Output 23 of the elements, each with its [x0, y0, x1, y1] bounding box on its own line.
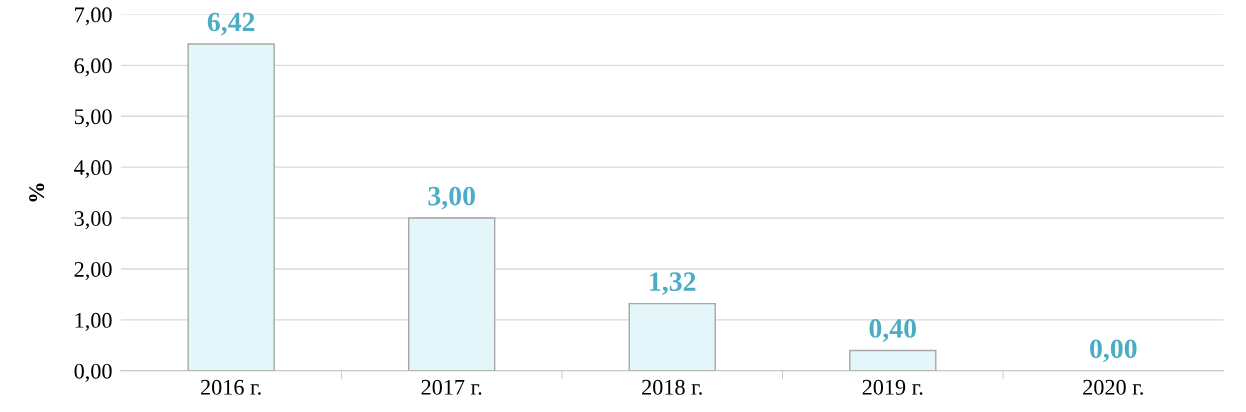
x-tick-label: 2019 г.	[862, 379, 923, 395]
bar	[628, 302, 716, 371]
data-label: 6,42	[207, 12, 255, 36]
y-tick-label: 4,00	[74, 160, 112, 179]
y-tick-label: 5,00	[74, 109, 112, 128]
bar	[849, 349, 937, 371]
data-label: 1,32	[650, 272, 696, 296]
y-axis-title: %	[29, 183, 45, 202]
y-tick-label: 2,00	[74, 261, 112, 281]
data-label: 0,40	[869, 319, 917, 342]
y-tick-label: 7,00	[75, 7, 112, 26]
y-tick-label: 0,00	[74, 363, 112, 382]
bar	[187, 43, 275, 371]
x-tick-label: 2018 г.	[642, 379, 702, 395]
bar	[407, 217, 496, 371]
data-label: 0,00	[1090, 339, 1137, 363]
y-tick-label: 1,00	[75, 312, 112, 332]
x-tick-label: 2020 г.	[1083, 379, 1143, 395]
x-tick-label: 2017 г.	[421, 379, 482, 395]
x-tick-label: 2016 г.	[201, 379, 261, 395]
y-tick-label: 3,00	[74, 211, 112, 230]
data-label: 3,00	[428, 186, 475, 210]
y-tick-label: 6,00	[74, 58, 112, 77]
